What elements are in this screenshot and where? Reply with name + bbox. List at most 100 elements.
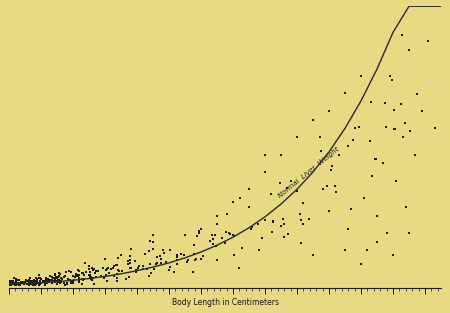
Point xyxy=(124,261,131,266)
Point xyxy=(125,275,132,280)
Point xyxy=(293,135,301,140)
Point xyxy=(198,226,205,231)
Point xyxy=(86,272,94,277)
Point xyxy=(166,267,173,272)
Point xyxy=(196,229,203,234)
Point xyxy=(60,274,68,279)
Point xyxy=(111,274,118,279)
Point xyxy=(126,253,134,258)
Point xyxy=(4,281,11,286)
Point xyxy=(81,277,88,282)
Point xyxy=(280,217,287,222)
Point xyxy=(0,278,4,283)
Point xyxy=(9,279,16,284)
Point xyxy=(3,281,10,286)
Point xyxy=(173,253,180,258)
Point xyxy=(63,280,70,285)
Point xyxy=(26,280,33,285)
Point xyxy=(285,232,292,237)
Point xyxy=(9,280,17,285)
Point xyxy=(181,232,189,237)
Point xyxy=(25,278,32,283)
Point xyxy=(56,280,63,285)
Point xyxy=(349,137,356,142)
Point xyxy=(380,161,387,166)
Point xyxy=(21,280,28,285)
Point xyxy=(13,282,20,287)
Point xyxy=(213,213,220,218)
Point xyxy=(157,260,164,265)
Point xyxy=(87,270,94,275)
Point xyxy=(35,283,42,288)
Point xyxy=(342,248,349,253)
Point xyxy=(67,277,74,282)
Point xyxy=(425,38,432,44)
Point xyxy=(9,281,17,286)
Point xyxy=(360,196,368,201)
Point xyxy=(5,283,12,288)
Point xyxy=(92,269,99,274)
Point xyxy=(373,156,380,161)
Point xyxy=(101,257,108,262)
Point xyxy=(79,277,86,282)
Point xyxy=(310,117,317,122)
Point xyxy=(108,266,115,271)
Point xyxy=(44,280,51,285)
Point xyxy=(345,143,352,148)
Point xyxy=(258,235,265,240)
Point xyxy=(153,255,160,260)
Point xyxy=(173,257,180,262)
Point xyxy=(20,280,27,285)
Point xyxy=(30,281,37,286)
Point xyxy=(25,283,32,288)
Point xyxy=(22,277,29,282)
Point xyxy=(79,271,86,276)
Point xyxy=(127,246,134,251)
Point xyxy=(386,74,393,79)
Point xyxy=(71,275,78,280)
Point xyxy=(335,152,342,157)
Point xyxy=(388,77,396,82)
Point xyxy=(4,283,11,288)
Point xyxy=(0,283,6,288)
Point xyxy=(103,266,110,271)
Point xyxy=(196,230,203,235)
Point xyxy=(223,211,230,216)
Point xyxy=(87,277,94,282)
Point xyxy=(26,275,33,280)
Point xyxy=(122,276,129,281)
Point xyxy=(324,184,331,189)
Point xyxy=(14,277,22,282)
Point xyxy=(374,239,381,244)
Point xyxy=(383,230,390,235)
Point xyxy=(86,273,93,278)
Point xyxy=(25,279,32,284)
Point xyxy=(13,282,20,287)
Point xyxy=(305,216,312,221)
Point xyxy=(245,187,252,192)
Point xyxy=(118,269,125,274)
Point xyxy=(135,263,143,268)
Point xyxy=(79,276,86,281)
Point xyxy=(45,279,52,284)
Point xyxy=(255,248,262,253)
Point xyxy=(5,278,13,283)
Point xyxy=(399,135,406,140)
Point xyxy=(20,280,27,285)
Point xyxy=(225,230,232,235)
Point xyxy=(270,218,277,223)
Point xyxy=(51,278,59,283)
Point xyxy=(171,269,178,275)
Point xyxy=(100,265,107,270)
Point xyxy=(48,277,55,282)
Point xyxy=(405,47,413,52)
Point xyxy=(152,262,159,267)
Point xyxy=(41,279,48,284)
Point xyxy=(22,278,29,283)
Point xyxy=(68,280,75,285)
Point xyxy=(239,245,246,250)
Point xyxy=(92,271,99,276)
Point xyxy=(90,275,97,280)
Point xyxy=(106,270,113,275)
Point xyxy=(49,275,56,280)
